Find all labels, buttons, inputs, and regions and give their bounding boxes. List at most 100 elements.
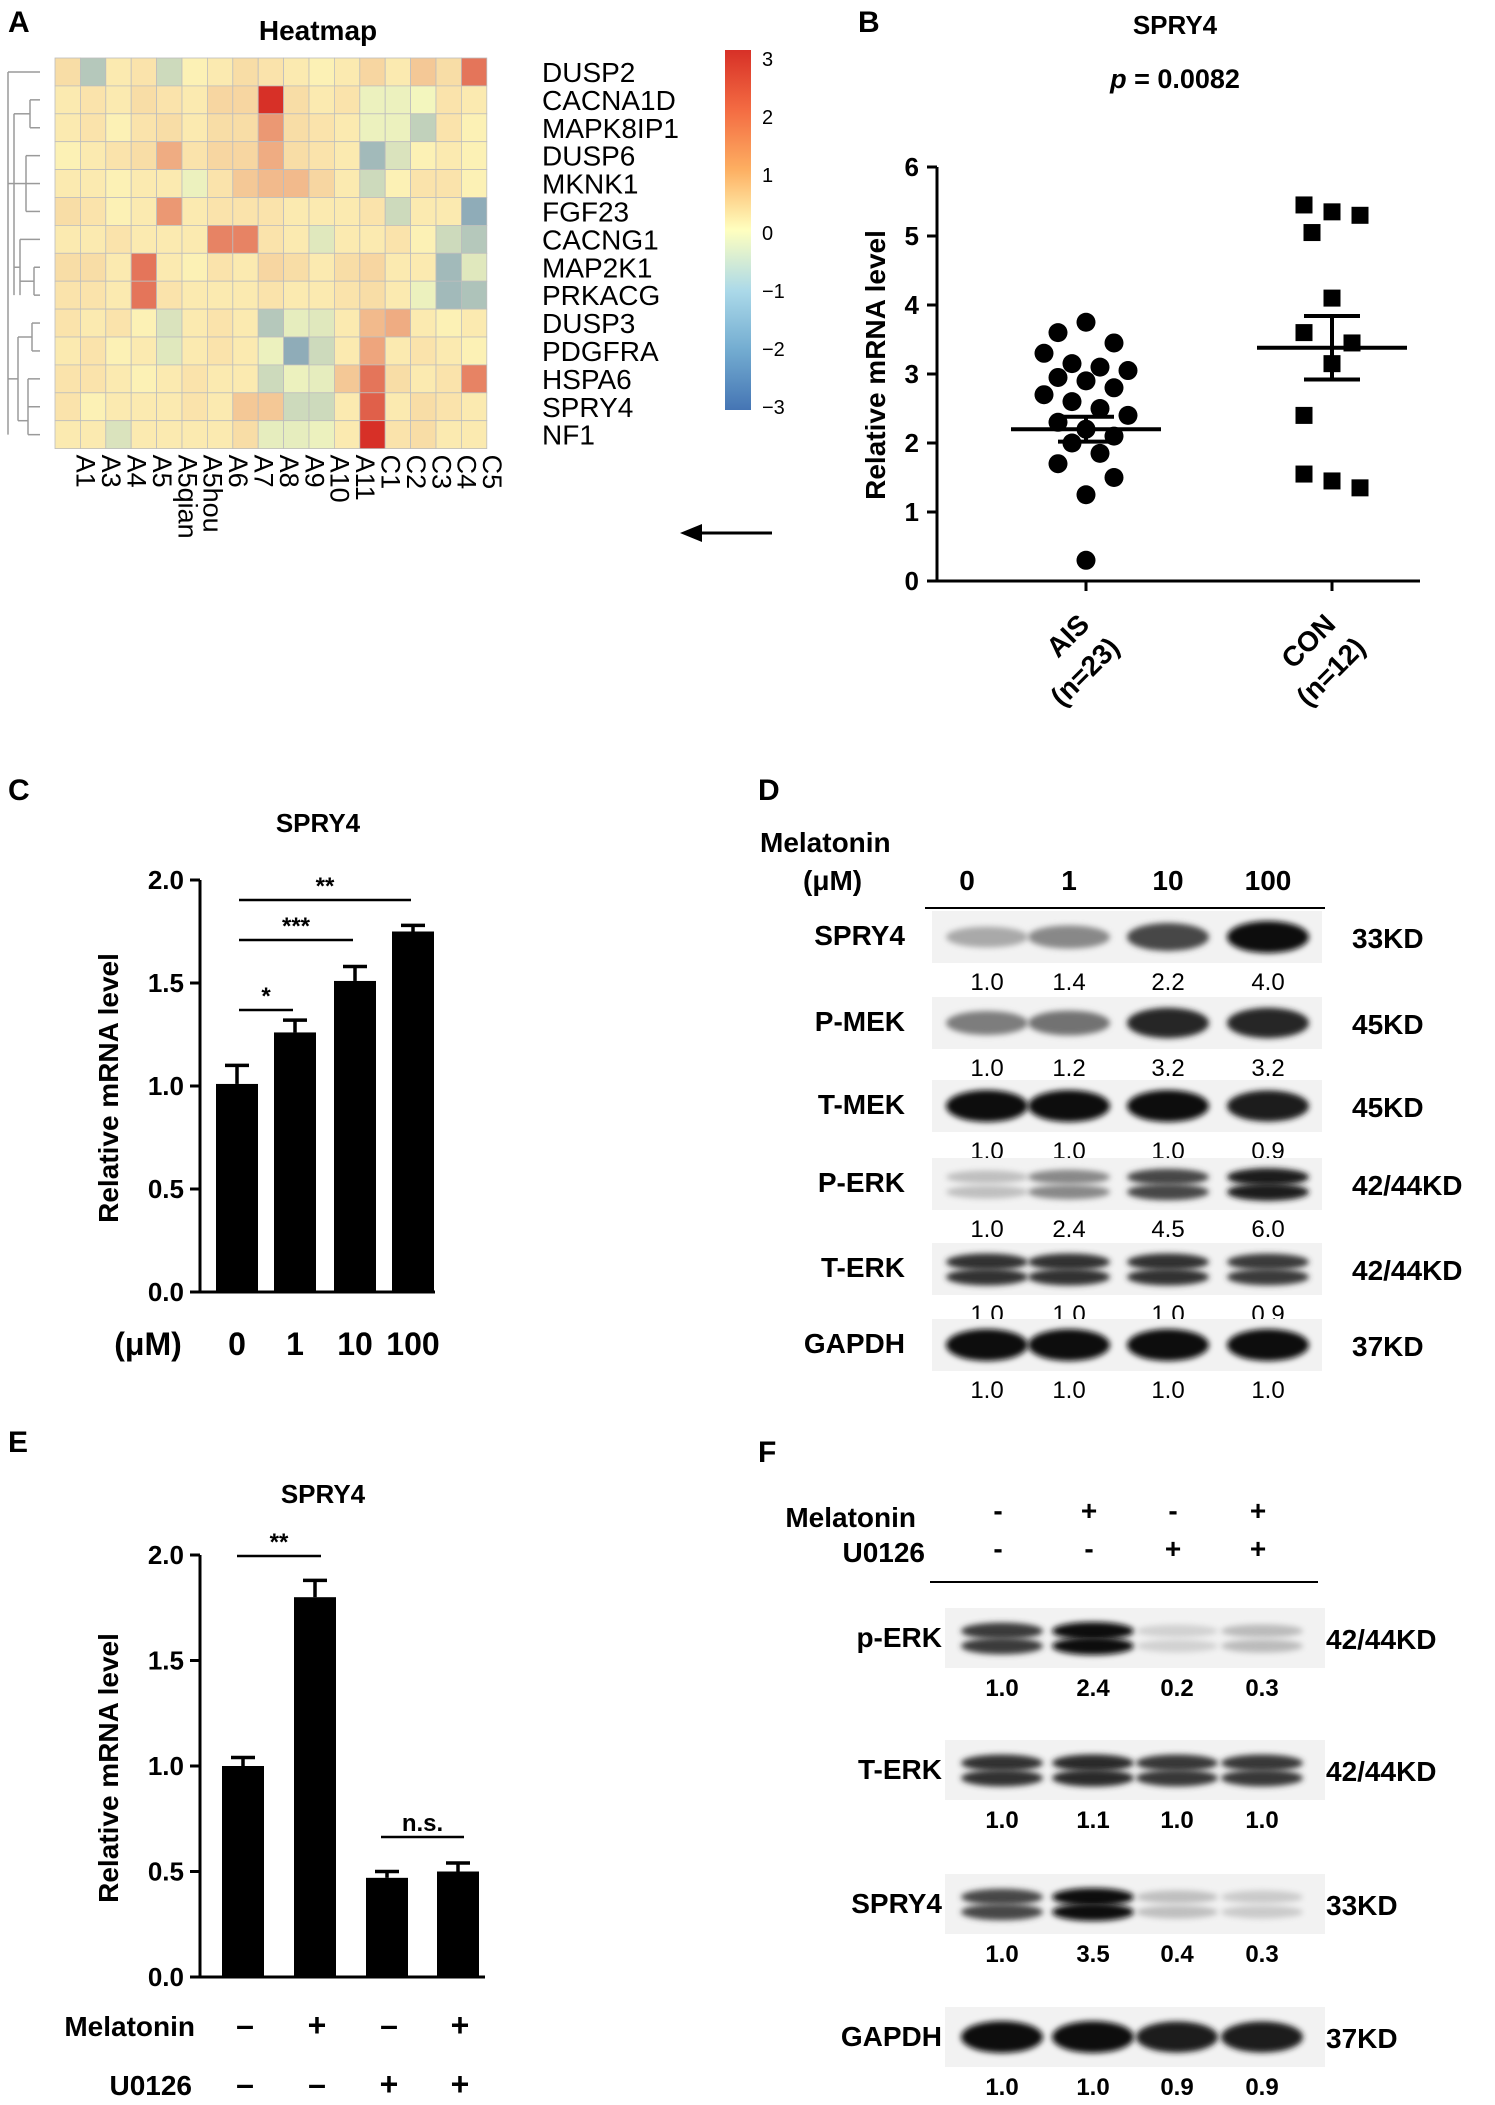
heatmap-cell <box>130 57 157 87</box>
blot-band <box>1127 1090 1209 1122</box>
heatmap-column-label: A5hou <box>198 455 228 533</box>
scatter-point-con <box>1303 224 1321 242</box>
condition-mark: + <box>451 2007 470 2043</box>
heatmap-cell <box>384 252 412 282</box>
heatmap-cell <box>435 336 462 366</box>
heatmap-cell <box>410 364 437 394</box>
heatmap-cell <box>410 113 437 143</box>
colorbar-tick-label: 1 <box>762 165 773 187</box>
heatmap-cell <box>105 364 132 394</box>
heatmap-cell <box>333 420 361 450</box>
heatmap-cell <box>333 252 361 282</box>
heatmap-cell <box>257 392 285 422</box>
heatmap-row-label: SPRY4 <box>542 392 633 423</box>
scatter-point-ais <box>1104 333 1124 353</box>
heatmap-cell <box>130 85 157 115</box>
heatmap-cell <box>232 308 259 338</box>
heatmap-cell <box>435 280 462 310</box>
panel-c: C SPRY4 Relative mRNA level (μM) 0.0 0.5 1… <box>8 774 440 1362</box>
scatter-y-tick-label: 2 <box>905 428 919 458</box>
heatmap-cell <box>206 336 234 366</box>
heatmap-cell <box>333 224 361 254</box>
heatmap-cell <box>283 224 310 254</box>
heatmap-cell <box>359 364 386 394</box>
blot-f-quant: 3.5 <box>1076 1941 1109 1968</box>
heatmap-cell <box>232 420 259 450</box>
heatmap-cell <box>130 336 157 366</box>
heatmap-cell <box>257 308 285 338</box>
colorbar-tick-label: 0 <box>762 223 773 245</box>
heatmap-cell <box>283 197 310 226</box>
heatmap-cell <box>384 364 412 394</box>
significance-label: ** <box>316 873 335 900</box>
heatmap-column-label: C2 <box>401 455 431 490</box>
scatter-y-tick-label: 3 <box>905 359 919 389</box>
heatmap-cell <box>105 141 132 170</box>
heatmap-cell <box>384 113 412 143</box>
heatmap-cell <box>308 113 335 143</box>
heatmap-cell <box>359 224 386 254</box>
scatter-point-ais <box>1076 550 1096 570</box>
heatmap-cell <box>206 308 234 338</box>
panel-d: D Melatonin (μM) 0 1 10 100 SPRY4 33KD 1.0 1.4 2… <box>758 774 1463 1404</box>
heatmap-cell <box>54 420 81 450</box>
blot-d-quant: 4.5 <box>1151 1216 1184 1243</box>
heatmap-dendrogram <box>7 71 40 436</box>
blot-d-header-line2: (μM) <box>803 865 862 896</box>
bar <box>334 980 376 1292</box>
blot-d-dose-label: 10 <box>1152 865 1183 896</box>
blot-f-quant: 2.4 <box>1076 1675 1110 1702</box>
blot-band <box>946 1011 1028 1035</box>
heatmap-cell <box>333 169 361 198</box>
heatmap-cell <box>283 336 310 366</box>
heatmap-cell <box>156 57 183 87</box>
blot-band <box>1227 921 1309 953</box>
bar-y-tick-label: 1.0 <box>148 1071 184 1101</box>
condition-mark: + <box>380 2066 399 2102</box>
blot-d-quant: 1.0 <box>1052 1377 1085 1404</box>
heatmap-cell <box>105 420 132 450</box>
blot-band <box>1127 1268 1209 1286</box>
blot-d-row-label: P-ERK <box>818 1167 905 1198</box>
heatmap-cell <box>384 169 412 198</box>
heatmap-cell <box>156 141 183 170</box>
heatmap-cell <box>460 113 488 143</box>
scatter-points <box>1011 196 1407 570</box>
heatmap-cell <box>80 57 107 87</box>
blot-band <box>1221 1754 1303 1772</box>
heatmap-cell <box>181 392 208 422</box>
bar-e-y-axis-label: Relative mRNA level <box>93 1633 124 1903</box>
scatter-point-con <box>1351 206 1369 224</box>
heatmap-cell <box>130 280 157 310</box>
blot-band <box>946 1253 1028 1271</box>
heatmap-cell <box>206 141 234 170</box>
blot-f-row-label: T-ERK <box>858 1754 942 1785</box>
blot-band <box>1136 1890 1218 1904</box>
heatmap-cell <box>206 113 234 143</box>
blot-d-quant: 3.2 <box>1151 1055 1184 1082</box>
bar <box>222 1766 264 1977</box>
heatmap-cell <box>130 113 157 143</box>
heatmap-cell <box>384 392 412 422</box>
heatmap-cell <box>232 197 259 226</box>
heatmap-column-label: A11 <box>350 455 380 501</box>
heatmap-cell <box>257 224 285 254</box>
heatmap-cell <box>54 392 81 422</box>
heatmap-cell <box>384 336 412 366</box>
heatmap-cell <box>359 252 386 282</box>
scatter-title: SPRY4 <box>1133 10 1218 40</box>
blot-band <box>1052 1903 1134 1921</box>
blot-band <box>1127 923 1209 951</box>
heatmap-cell <box>460 308 488 338</box>
heatmap-cell <box>80 336 107 366</box>
heatmap-cell <box>105 169 132 198</box>
heatmap-cell <box>181 141 208 170</box>
blot-band <box>1052 1888 1134 1906</box>
heatmap-cell <box>130 308 157 338</box>
heatmap-cell <box>410 169 437 198</box>
heatmap-row-label: DUSP3 <box>542 308 635 339</box>
blot-d-quant: 1.2 <box>1052 1055 1085 1082</box>
heatmap-cell <box>105 85 132 115</box>
heatmap-cell <box>54 57 81 87</box>
heatmap-cell <box>359 57 386 87</box>
